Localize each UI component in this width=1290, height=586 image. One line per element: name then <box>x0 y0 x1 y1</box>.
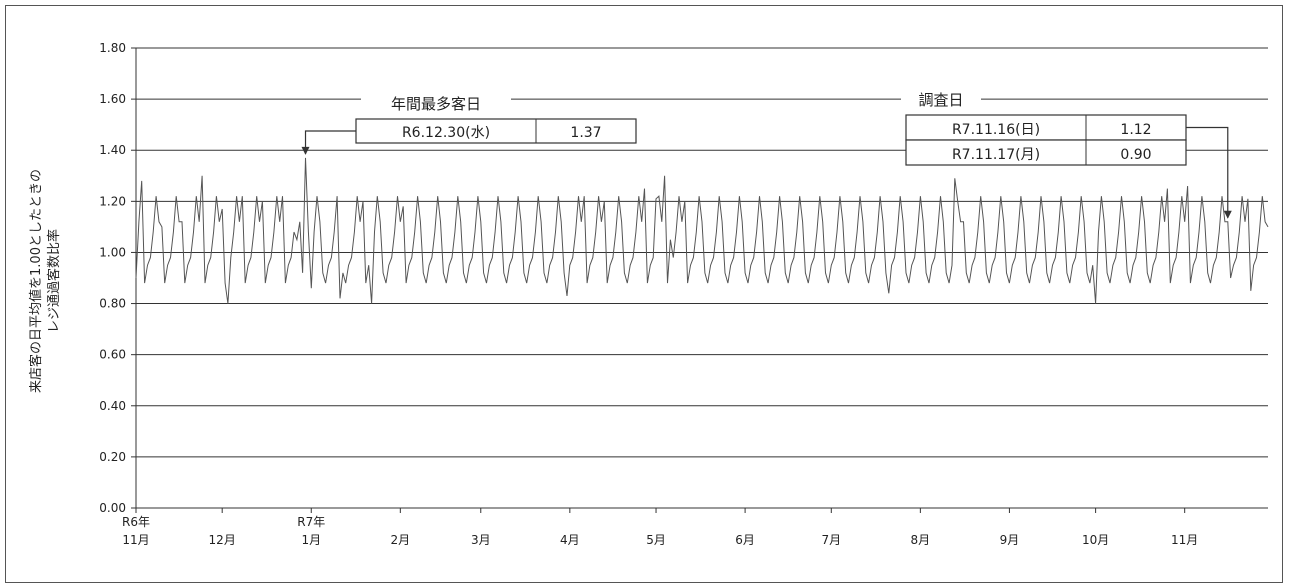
callout-1: 調査日 R7.11.16(日) 1.12 R7.11.17(月) 0.90 <box>901 90 1232 219</box>
x-tick-label: 2月 <box>391 533 411 547</box>
y-tick-label: 0.80 <box>99 297 126 311</box>
y-tick-label: 1.40 <box>99 143 126 157</box>
callout-date: R7.11.17(月) <box>952 147 1040 163</box>
callout-value: 1.12 <box>1120 122 1151 138</box>
x-tick-label: 5月 <box>646 533 666 547</box>
line-chart: 来店客の日平均値を1.00としたときの レジ通過客数比率 0.00 0.20 0.4… <box>28 41 1269 547</box>
callout-0: 年間最多客日 R6.12.30(水) 1.37 <box>301 94 637 155</box>
callout-heading: 年間最多客日 <box>391 95 481 113</box>
x-tick-label: 8月 <box>911 533 931 547</box>
x-tick-label: 9月 <box>1000 533 1020 547</box>
x-tick-label: 10月 <box>1082 533 1109 547</box>
x-tick-label: 4月 <box>560 533 580 547</box>
x-tick-label: 3月 <box>471 533 491 547</box>
x-tick-label: 6月 <box>735 533 755 547</box>
x-axis: R6年 11月 12月 R7年 1月 2月 3月 4月 5月 6月 7月 8月 9月 10月 11月 <box>122 507 1268 547</box>
x-tick-label: 1月 <box>301 533 321 547</box>
y-tick-label: 0.00 <box>99 501 126 515</box>
y-axis-label: 来店客の日平均値を1.00としたときの レジ通過客数比率 <box>28 169 62 393</box>
callout-heading: 調査日 <box>918 91 963 109</box>
chart-frame: 来店客の日平均値を1.00としたときの レジ通過客数比率 0.00 0.20 0.4… <box>5 5 1283 583</box>
y-axis: 0.00 0.20 0.40 0.60 0.80 1.00 1.20 1.40 1.60 1.80 <box>99 41 137 515</box>
y-tick-label: 1.20 <box>99 194 126 208</box>
callout-heading-bg <box>901 90 981 110</box>
y-tick-label: 1.60 <box>99 92 126 106</box>
y-axis-label-line-1: 来店客の日平均値を1.00としたときの <box>28 169 44 393</box>
series-layer <box>135 157 1269 304</box>
y-tick-label: 0.20 <box>99 450 126 464</box>
callout-date: R7.11.16(日) <box>952 122 1040 138</box>
callout-value: 0.90 <box>1120 147 1151 163</box>
y-tick-label: 1.00 <box>99 245 126 259</box>
y-tick-label: 0.60 <box>99 348 126 362</box>
y-tick-label: 0.40 <box>99 399 126 413</box>
callout-leader-line <box>304 130 356 154</box>
callout-leader-line <box>1186 126 1229 218</box>
callout-arrowhead <box>301 146 310 155</box>
grid-lines <box>136 47 1268 509</box>
callout-heading-bg <box>361 94 511 114</box>
x-tick-label: 11月 <box>1171 533 1198 547</box>
x-tick-label: R7年 <box>297 515 325 529</box>
x-tick-label: 7月 <box>821 533 841 547</box>
callout-row-box <box>355 118 637 144</box>
callout-value: 1.37 <box>570 125 601 141</box>
x-tick-label: 12月 <box>209 533 236 547</box>
x-tick-label: R6年 <box>122 515 150 529</box>
series-line <box>135 157 1269 304</box>
callout-date: R6.12.30(水) <box>402 125 490 141</box>
callout-row-box <box>905 139 1187 166</box>
annotations-layer: 年間最多客日 R6.12.30(水) 1.37 調査日 R7.11.16(日) 1.12 R… <box>301 90 1232 219</box>
y-tick-label: 1.80 <box>99 41 126 55</box>
y-axis-label-line-2: レジ通過客数比率 <box>46 229 62 333</box>
callout-arrowhead <box>1223 210 1232 219</box>
x-tick-label: 11月 <box>122 533 149 547</box>
